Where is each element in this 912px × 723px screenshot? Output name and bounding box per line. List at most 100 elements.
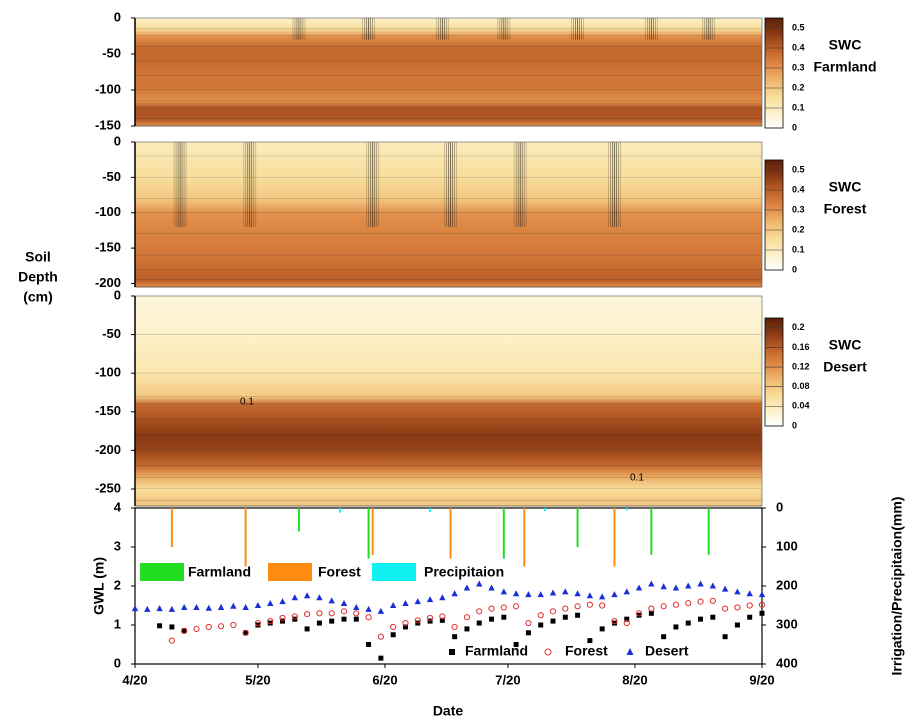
point [623,619,630,627]
point [242,603,249,610]
colorbar-title: SWC [829,337,862,353]
point [636,612,642,618]
point [255,622,261,628]
point [697,580,704,587]
point [267,618,274,625]
point [452,634,458,640]
point [230,621,237,629]
colorbar-tick-label: 0.12 [792,361,810,371]
colorbar-tick-label: 0.5 [792,164,805,174]
wetting-front [173,142,187,227]
x-tick-label: 8/20 [622,672,647,687]
swc-band [135,489,762,502]
point [451,623,458,631]
point [525,591,532,598]
point [414,598,421,605]
legend-marker [544,648,552,656]
contour-label: 0.1 [240,397,254,408]
point [217,603,225,610]
legend-label: Farmland [188,564,251,580]
colorbar-tick-label: 0.1 [792,102,805,112]
point [439,594,446,601]
swc-band [135,233,762,256]
colorbar-tick-label: 0.3 [792,62,805,72]
legend-label: Farmland [465,643,528,659]
point [377,633,384,640]
swc-band [135,450,762,467]
legend-label: Precipitaion [424,564,504,580]
point [672,601,680,608]
point [500,604,507,611]
point [242,629,249,636]
swc-band [135,46,762,62]
point [267,620,273,626]
contour-label: 0.1 [630,473,644,484]
x-tick-label: 6/20 [372,672,397,687]
point [759,610,765,616]
point [513,603,520,610]
point [303,592,311,599]
y-tick-label: 4 [114,499,122,514]
point [389,602,397,608]
swc-band [135,404,762,421]
point [451,590,458,597]
colorbar [764,17,784,129]
point [304,626,310,632]
point [697,598,704,605]
point [291,594,299,601]
point [635,584,643,591]
point [549,589,557,596]
point [734,588,741,595]
point [599,602,606,609]
point [623,588,630,595]
point [598,593,606,600]
y-tick-label: 1 [114,616,121,631]
legend-label: Desert [645,643,689,659]
y-tick-label: 0 [114,133,121,148]
point [205,623,212,631]
point [463,614,471,621]
swc-band [135,269,762,281]
point [661,634,667,640]
point [217,623,225,630]
bar [523,508,526,567]
point [243,630,249,636]
point [377,607,385,614]
colorbar-title: Desert [823,359,867,375]
legend-swatch [372,563,416,581]
y-tick-label: -100 [95,81,121,96]
point [722,605,729,612]
x-tick-label: 9/20 [749,672,774,687]
y2-tick-label: 100 [776,538,798,553]
point [734,604,741,611]
point [329,618,335,624]
point [747,614,753,620]
bar [613,508,616,567]
wetting-front [644,18,658,40]
point [709,582,717,589]
colorbar [764,159,784,271]
point [279,598,286,605]
x-tick-label: 7/20 [495,672,520,687]
y2-tick-label: 0 [776,499,783,514]
colorbar-tick-label: 0.4 [792,42,805,52]
point [587,638,593,644]
swc-band [135,118,762,127]
point [316,610,323,617]
point [254,602,262,608]
point [685,582,692,589]
point [181,628,187,634]
point [156,605,163,612]
point [426,614,434,622]
point [353,603,360,610]
swc-band [135,500,762,507]
point [157,623,163,629]
point [500,588,508,595]
legend-marker [449,649,455,655]
point [291,613,298,620]
point [439,613,446,620]
bar [367,508,370,559]
point [538,622,544,628]
point [316,594,323,601]
